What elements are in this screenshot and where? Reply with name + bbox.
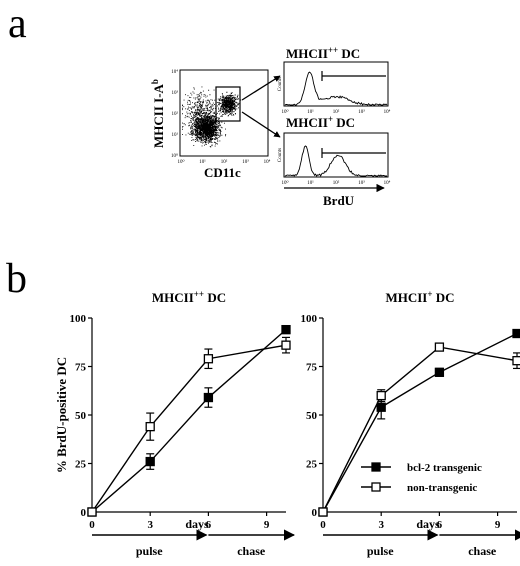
- chart-right-phase-label-pulse: pulse: [367, 544, 394, 558]
- chart-right-y-tick-label: 25: [306, 459, 318, 471]
- histogram-top-frame: [283, 61, 389, 107]
- histogram-top-trace: [284, 71, 388, 106]
- histogram-top-x-tick-2: 10²: [333, 109, 340, 115]
- chart-left-ylabel: % BrdU-positive DC: [54, 357, 69, 473]
- dotplot-x-tick-3: 10³: [242, 159, 249, 165]
- dotplot-y-tick-1: 10¹: [172, 132, 179, 138]
- chart-right-y-tick-label: 50: [306, 410, 318, 422]
- chart-left-y-tick-label: 0: [81, 507, 87, 519]
- chart-right-y-tick-label: 0: [312, 507, 318, 519]
- histogram-bottom-y-label: Counts: [278, 148, 283, 162]
- histogram-top-x-tick-1: 10¹: [307, 109, 314, 115]
- dotplot-x-tick-1: 10¹: [199, 159, 206, 165]
- gate-arrow-top: [241, 75, 281, 101]
- histogram-top: MHCII++ DC: [283, 45, 389, 107]
- dotplot-events: [182, 86, 242, 148]
- chart-right-series-1-point-3: [512, 356, 520, 366]
- histogram-top-x-tick-3: 10³: [358, 109, 365, 115]
- chart-left-series-1-point-3: [281, 340, 291, 350]
- chart-left-y-tick-label: 75: [75, 362, 87, 374]
- histogram-top-x-tick-0: 10⁰: [281, 109, 288, 115]
- histogram-xlabel: BrdU: [323, 193, 355, 208]
- chart-right-series-0-point-1: [376, 402, 386, 412]
- chart-left-title: MHCII++ DC: [152, 289, 226, 305]
- chart-right: MHCII+ DC days 0 25 50 75 100 0 3 6 9 pulse chase b…: [301, 289, 520, 558]
- histogram-bottom-x-tick-3: 10³: [358, 180, 365, 186]
- chart-right-title: MHCII+ DC: [385, 289, 454, 305]
- dotplot-y-tick-4: 10⁴: [171, 69, 178, 75]
- histogram-bottom-frame: [283, 132, 389, 178]
- chart-left-y-tick-label: 100: [70, 313, 87, 325]
- chart-right-x-tick-label: 9: [495, 519, 501, 531]
- chart-left-series-0-point-2: [203, 392, 214, 403]
- chart-left-series-1-point-0: [87, 507, 97, 517]
- chart-right-phase-label-chase: chase: [468, 544, 497, 558]
- chart-left-series-1-point-1: [145, 421, 155, 432]
- histogram-bottom-trace: [284, 145, 388, 177]
- dotplot-x-tick-4: 10⁴: [264, 159, 271, 165]
- chart-right-legend-marker-1: [371, 482, 381, 492]
- chart-left-series-1-point-2: [203, 354, 214, 364]
- chart-left: MHCII++ DC % BrdU-positive DC days 0 25 50…: [54, 289, 296, 558]
- chart-right-x-tick-label: 3: [378, 519, 384, 531]
- chart-left-phase-label-chase: chase: [237, 544, 266, 558]
- chart-right-series-1-point-1: [376, 390, 386, 401]
- histogram-top-y-label: Counts: [278, 77, 283, 91]
- dotplot-y-tick-0: 10⁰: [171, 153, 178, 159]
- chart-right-xlabel: days: [416, 517, 440, 531]
- chart-right-series-1-line: [322, 346, 518, 513]
- chart-left-y-tick-label: 50: [75, 410, 87, 422]
- chart-left-series-0-point-1: [145, 456, 155, 467]
- chart-left-x-tick-label: 6: [206, 519, 212, 531]
- chart-right-legend-label-1: non-transgenic: [407, 482, 477, 494]
- dotplot-dots: [182, 86, 242, 148]
- histogram-bottom-x-tick-4: 10⁴: [384, 180, 391, 186]
- dotplot-gate: [215, 86, 241, 122]
- dotplot-y-tick-2: 10²: [172, 111, 179, 117]
- histogram-top-title: MHCII++ DC: [286, 45, 360, 61]
- chart-left-xlabel: days: [185, 517, 209, 531]
- chart-left-x-tick-label: 9: [264, 519, 270, 531]
- panel-b-letter: b: [6, 256, 27, 302]
- histogram-bottom-x-tick-2: 10²: [333, 180, 340, 186]
- dotplot-x-tick-2: 10²: [221, 159, 228, 165]
- dotplot-xlabel: CD11c: [204, 165, 241, 180]
- histogram-bottom: MHCII+ DC BrdU: [283, 114, 389, 208]
- chart-right-x-tick-label: 0: [320, 519, 326, 531]
- histogram-bottom-x-tick-1: 10¹: [307, 180, 314, 186]
- chart-left-y-tick-label: 25: [75, 459, 87, 471]
- chart-left-series-0-line: [91, 329, 287, 513]
- chart-right-x-tick-label: 6: [437, 519, 443, 531]
- histogram-top-x-tick-4: 10⁴: [384, 109, 391, 115]
- chart-left-x-tick-label: 0: [89, 519, 95, 531]
- chart-right-y-tick-label: 75: [306, 362, 318, 374]
- dotplot-x-tick-0: 10⁰: [177, 159, 184, 165]
- chart-left-series-1-line: [91, 344, 287, 513]
- dotplot-y-tick-3: 10³: [172, 90, 179, 96]
- chart-left-x-tick-label: 3: [147, 519, 153, 531]
- chart-right-series-0-point-3: [512, 328, 520, 339]
- chart-left-series-0-point-3: [281, 324, 291, 335]
- panel-a-letter: a: [8, 1, 27, 47]
- chart-right-series-1-point-0: [318, 507, 328, 517]
- chart-right-series-0-point-2: [434, 367, 445, 377]
- chart-right-series-1-point-2: [434, 342, 445, 352]
- chart-right-series-0-line: [322, 332, 518, 513]
- chart-left-phase-label-pulse: pulse: [136, 544, 163, 558]
- histogram-bottom-title: MHCII+ DC: [286, 114, 355, 130]
- chart-right-legend-label-0: bcl-2 transgenic: [407, 462, 482, 474]
- chart-right-y-tick-label: 100: [301, 313, 318, 325]
- gate-arrow-bottom: [241, 111, 281, 138]
- chart-right-legend-marker-0: [371, 462, 381, 472]
- dotplot-ylabel: MHCII I-Ab: [150, 79, 166, 148]
- dotplot: MHCII I-Ab CD11c: [150, 69, 269, 180]
- flow-micro-ticks: 10⁰ 10¹ 10² 10³ 10⁴ 10⁰ 10¹ 10² 10³ 10⁴ 10⁰ 10¹ 10² 1…: [171, 69, 391, 186]
- histogram-bottom-x-tick-0: 10⁰: [281, 180, 288, 186]
